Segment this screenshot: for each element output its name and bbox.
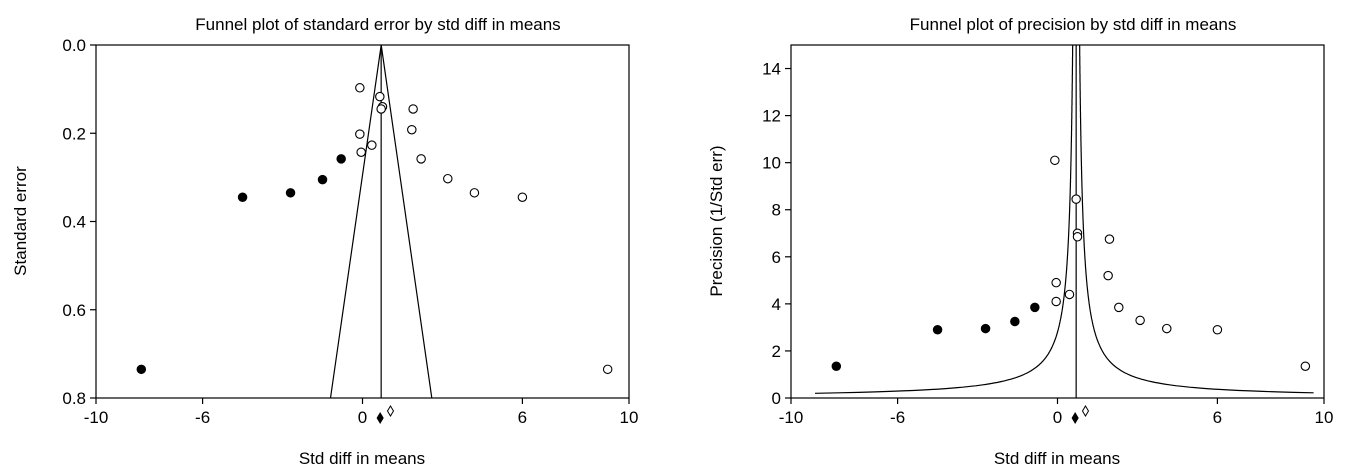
data-point-observed bbox=[1300, 361, 1311, 371]
funnel-boundary-left bbox=[814, 45, 1074, 394]
x-tick-label: -10 bbox=[779, 408, 804, 427]
y-tick-label: 0.4 bbox=[62, 213, 86, 232]
y-tick-label: 0.6 bbox=[62, 301, 86, 320]
data-point-observed bbox=[355, 83, 365, 93]
summary-diamond-filled bbox=[1071, 412, 1079, 424]
ticks-group: -10 -6 0 6 10 0.0 0.2 0.4 0.6 0.8 bbox=[62, 36, 638, 427]
data-point-observed bbox=[1072, 232, 1083, 242]
data-point-observed bbox=[376, 104, 386, 114]
data-point-observed bbox=[1071, 194, 1081, 204]
funnel-boundary bbox=[329, 44, 433, 399]
y-tick-label: 0.0 bbox=[62, 36, 86, 55]
y-tick-label: 0.2 bbox=[62, 124, 86, 143]
y-tick-label: 12 bbox=[762, 107, 781, 126]
x-tick-label: 0 bbox=[358, 408, 367, 427]
data-point-observed bbox=[1212, 325, 1223, 335]
funnel-plot-precision: Funnel plot of precision by std diff in … bbox=[707, 15, 1333, 468]
data-point-imputed bbox=[336, 154, 346, 164]
y-tick-label: 0.8 bbox=[62, 389, 86, 408]
data-point-observed bbox=[1051, 277, 1061, 288]
data-point-observed bbox=[1050, 155, 1060, 166]
x-tick-label: 10 bbox=[1315, 408, 1334, 427]
y-axis-label: Precision (1/Std err) bbox=[707, 145, 726, 296]
data-point-observed bbox=[1064, 289, 1075, 300]
summary-diamond-filled bbox=[376, 412, 384, 424]
x-tick-label: 0 bbox=[1053, 408, 1062, 427]
data-point-observed bbox=[1162, 323, 1172, 334]
data-point-observed bbox=[1135, 315, 1145, 326]
x-tick-label: 6 bbox=[518, 408, 527, 427]
funnel-boundary-right bbox=[1079, 45, 1314, 394]
data-point-observed bbox=[375, 91, 385, 102]
y-axis-label: Standard error bbox=[11, 166, 30, 276]
x-axis-label: Std diff in means bbox=[299, 449, 425, 468]
ticks-group: -10 -6 0 6 10 0 2 4 6 8 10 12 14 bbox=[762, 60, 1333, 427]
data-point-imputed bbox=[831, 361, 842, 371]
x-tick-label: 6 bbox=[1213, 408, 1222, 427]
y-tick-label: 2 bbox=[772, 342, 781, 361]
data-point-observed bbox=[602, 364, 613, 375]
funnel-plot-standard-error: Funnel plot of standard error by std dif… bbox=[11, 15, 638, 468]
data-point-observed bbox=[1114, 302, 1124, 313]
data-point-observed bbox=[355, 129, 365, 139]
data-points-group bbox=[136, 83, 613, 424]
x-tick-label: -6 bbox=[195, 408, 210, 427]
data-point-observed bbox=[443, 173, 453, 184]
y-tick-label: 14 bbox=[762, 60, 781, 79]
summary-diamond-open bbox=[386, 405, 395, 417]
data-point-observed bbox=[517, 192, 528, 202]
x-axis-label: Std diff in means bbox=[994, 449, 1120, 468]
y-tick-label: 0 bbox=[772, 389, 781, 408]
funnel-lines-group bbox=[814, 45, 1314, 398]
data-point-imputed bbox=[136, 364, 147, 375]
x-tick-label: -6 bbox=[890, 408, 905, 427]
summary-diamond-open bbox=[1081, 405, 1090, 417]
plot-frame bbox=[790, 44, 1325, 399]
y-tick-label: 4 bbox=[772, 295, 781, 314]
data-point-observed bbox=[469, 188, 480, 198]
y-tick-label: 6 bbox=[772, 248, 781, 267]
x-tick-label: 10 bbox=[620, 408, 639, 427]
data-point-observed bbox=[1051, 296, 1061, 307]
data-point-imputed bbox=[317, 174, 328, 185]
data-point-imputed bbox=[980, 323, 991, 334]
data-point-imputed bbox=[237, 192, 248, 202]
plot-frame bbox=[95, 44, 630, 399]
data-point-observed bbox=[408, 104, 418, 114]
data-point-observed bbox=[356, 147, 366, 157]
chart-title: Funnel plot of standard error by std dif… bbox=[195, 15, 560, 34]
y-tick-label: 10 bbox=[762, 154, 781, 173]
data-point-observed bbox=[407, 124, 417, 135]
data-point-imputed bbox=[1030, 302, 1040, 313]
data-point-imputed bbox=[1010, 316, 1020, 327]
x-tick-label: -10 bbox=[84, 408, 109, 427]
y-tick-label: 8 bbox=[772, 201, 781, 220]
chart-title: Funnel plot of precision by std diff in … bbox=[910, 15, 1237, 34]
data-point-observed bbox=[416, 154, 426, 164]
data-point-imputed bbox=[285, 188, 296, 198]
data-point-imputed bbox=[932, 325, 943, 335]
data-point-observed bbox=[1103, 270, 1113, 281]
data-points-group bbox=[831, 155, 1311, 424]
data-point-observed bbox=[1104, 234, 1115, 244]
data-point-observed bbox=[367, 140, 377, 150]
